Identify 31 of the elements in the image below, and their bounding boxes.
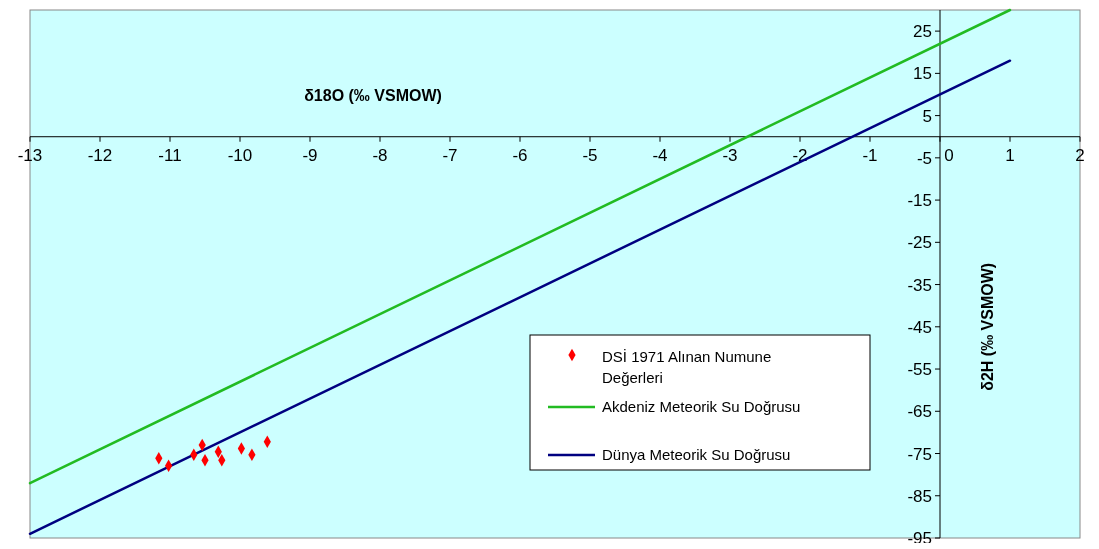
legend-label: Akdeniz Meteorik Su Doğrusu bbox=[602, 398, 801, 415]
y-tick-label: -25 bbox=[907, 233, 932, 253]
x-tick-label: -4 bbox=[652, 145, 668, 165]
x-tick-label: -1 bbox=[862, 145, 878, 165]
x-tick-label: -13 bbox=[17, 145, 43, 165]
legend-label: Dünya Meteorik Su Doğrusu bbox=[602, 446, 791, 463]
x-tick-label: -7 bbox=[442, 145, 458, 165]
y-axis-title: δ2H (‰ VSMOW) bbox=[978, 262, 996, 391]
x-tick-label: -5 bbox=[582, 145, 598, 165]
x-tick-label: -3 bbox=[722, 145, 738, 165]
legend-label: DSİ 1971 Alınan Numune Değerleri bbox=[602, 348, 772, 386]
x-tick-label: -12 bbox=[87, 145, 113, 165]
y-tick-label: -75 bbox=[907, 444, 932, 464]
y-tick-label: -35 bbox=[907, 275, 932, 295]
y-tick-label: 25 bbox=[913, 22, 932, 42]
x-axis-title: δ18O (‰ VSMOW) bbox=[304, 86, 442, 104]
y-tick-label: -45 bbox=[907, 317, 932, 337]
x-tick-label: 2 bbox=[1075, 145, 1085, 165]
y-tick-label: -55 bbox=[907, 360, 932, 380]
x-tick-label: -11 bbox=[158, 145, 182, 165]
y-tick-label: -85 bbox=[907, 486, 932, 506]
x-tick-label: 0 bbox=[944, 145, 954, 165]
x-tick-label: -8 bbox=[372, 145, 388, 165]
y-tick-label: 15 bbox=[913, 64, 932, 84]
y-tick-label: -65 bbox=[907, 402, 932, 422]
x-tick-label: -10 bbox=[227, 145, 253, 165]
x-tick-label: -9 bbox=[302, 145, 318, 165]
y-tick-label: 5 bbox=[922, 106, 932, 126]
y-tick-label: -15 bbox=[907, 191, 932, 211]
x-tick-label: -6 bbox=[512, 145, 528, 165]
x-tick-label: 1 bbox=[1005, 145, 1015, 165]
